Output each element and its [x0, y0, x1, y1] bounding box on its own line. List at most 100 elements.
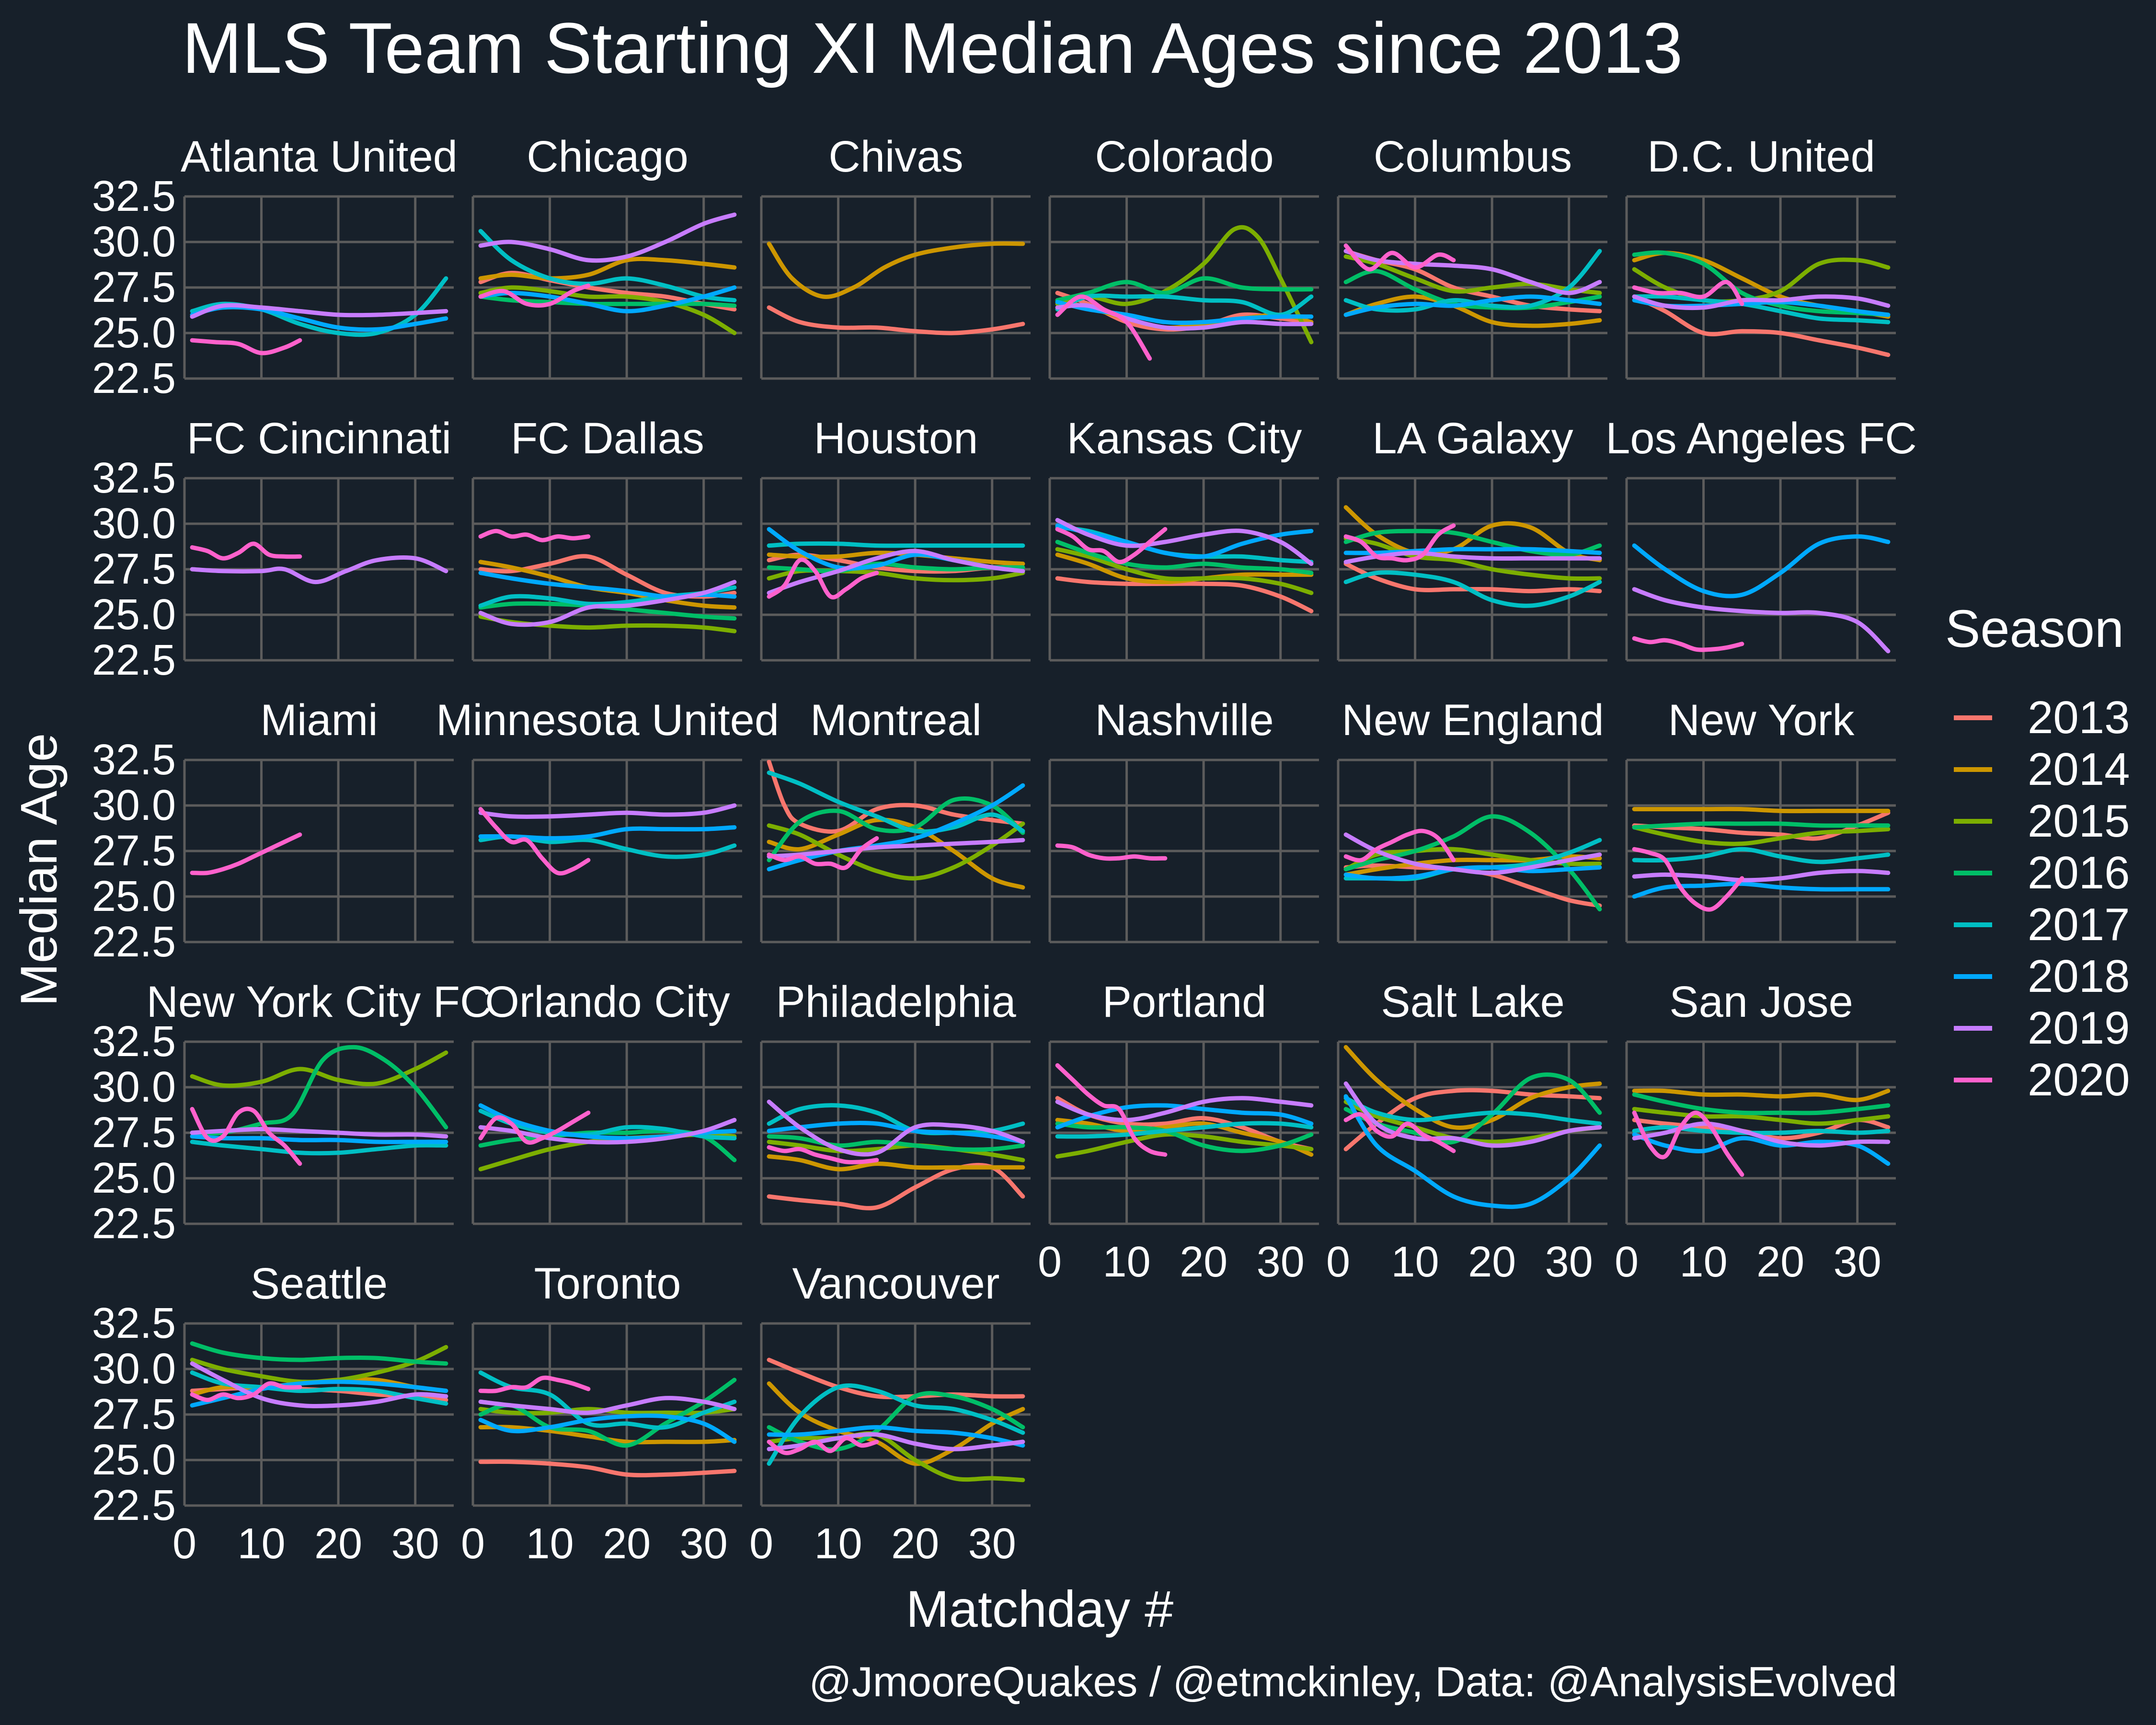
panel-toronto: Toronto 0 10 20 30 [461, 1259, 742, 1568]
series-line-2020 [190, 832, 302, 875]
series-line-2018 [478, 285, 737, 313]
panel-title: Chivas [828, 132, 963, 181]
y-tick-label: 25.0 [92, 591, 176, 639]
series-line-2020 [767, 836, 879, 870]
panel-vancouver: Vancouver 0 10 20 30 [749, 1259, 1031, 1568]
series-group [190, 1341, 448, 1408]
panel-title: Minnesota United [436, 696, 779, 745]
panel-title: Miami [260, 696, 378, 745]
series-line-2018 [767, 1425, 1025, 1448]
series-line-2018 [1343, 547, 1602, 555]
series-line-2019 [1343, 1081, 1602, 1148]
x-tick-label: 10 [238, 1520, 286, 1568]
series-group [1343, 505, 1602, 608]
series-line-2019 [1055, 1096, 1314, 1122]
series-line-2014 [1632, 1088, 1891, 1103]
x-tick-label: 20 [1468, 1238, 1516, 1286]
series-line-2019 [1632, 587, 1891, 654]
series-line-2016 [1632, 821, 1891, 830]
panel-seattle: Seattle 22.525.027.530.032.5 0 10 20 30 [92, 1259, 454, 1568]
series-line-2017 [767, 770, 1025, 834]
chart-title: MLS Team Starting XI Median Ages since 2… [182, 8, 1683, 88]
series-line-2013 [478, 1460, 737, 1478]
x-tick-label: 30 [1834, 1238, 1881, 1286]
y-tick-label: 32.5 [92, 454, 176, 502]
panel-miami: Miami 22.525.027.530.032.5 [92, 696, 454, 966]
series-line-2020 [1343, 523, 1456, 563]
y-tick-label: 27.5 [92, 1391, 176, 1438]
panel-kansas-city: Kansas City [1048, 414, 1319, 662]
series-line-2017 [1632, 1125, 1891, 1135]
series-line-2015 [190, 1050, 448, 1088]
panel-philadelphia: Philadelphia [760, 978, 1031, 1225]
series-line-2014 [1632, 806, 1891, 814]
series-line-2020 [478, 1110, 591, 1145]
y-tick-label: 30.0 [92, 1063, 176, 1111]
panel-colorado: Colorado [1048, 132, 1319, 380]
series-line-2020 [478, 529, 591, 542]
y-tick-label: 32.5 [92, 172, 176, 220]
series-line-2018 [478, 825, 737, 840]
series-line-2014 [767, 241, 1025, 299]
y-tick-label: 25.0 [92, 309, 176, 357]
panel-montreal: Montreal [760, 696, 1031, 943]
series-line-2020 [478, 283, 591, 308]
panel-title: Kansas City [1067, 414, 1302, 463]
panel-title: Montreal [810, 696, 982, 745]
x-tick-label: 10 [526, 1520, 574, 1568]
series-line-2020 [1632, 280, 1744, 306]
y-tick-label: 22.5 [92, 355, 176, 402]
y-tick-label: 27.5 [92, 1109, 176, 1157]
series-line-2019 [767, 1099, 1025, 1157]
series-line-2020 [1632, 636, 1744, 652]
panel-title: D.C. United [1647, 132, 1875, 181]
series-group [190, 1045, 448, 1166]
series-group [767, 760, 1025, 890]
x-tick-label: 30 [1545, 1238, 1593, 1286]
y-tick-label: 22.5 [92, 1482, 176, 1530]
x-tick-label: 30 [968, 1520, 1016, 1568]
panel-title: Philadelphia [776, 978, 1016, 1026]
series-line-2013 [1055, 576, 1314, 613]
series-line-2014 [767, 817, 1025, 890]
series-line-2020 [767, 557, 879, 599]
series-line-2020 [767, 1145, 879, 1165]
y-tick-label: 30.0 [92, 218, 176, 266]
series-line-2017 [1055, 293, 1314, 317]
legend-label-2018: 2018 [2028, 951, 2130, 1002]
panel-fc-cincinnati: FC Cincinnati 22.525.027.530.032.5 [92, 414, 454, 684]
series-group [478, 212, 737, 335]
legend-label-2016: 2016 [2028, 847, 2130, 898]
y-tick-label: 22.5 [92, 918, 176, 966]
series-line-2020 [1343, 1112, 1456, 1153]
series-line-2020 [1055, 294, 1152, 361]
series-line-2018 [1343, 1094, 1602, 1209]
y-tick-label: 25.0 [92, 873, 176, 920]
series-line-2020 [1055, 527, 1168, 564]
panel-title: Portland [1102, 978, 1267, 1026]
series-line-2017 [190, 1139, 448, 1156]
series-line-2017 [1632, 847, 1891, 864]
x-tick-label: 0 [1038, 1238, 1062, 1286]
y-tick-label: 32.5 [92, 736, 176, 784]
panel-title: Columbus [1374, 132, 1572, 181]
series-line-2016 [1343, 269, 1602, 310]
panel-salt-lake: Salt Lake 0 10 20 30 [1326, 978, 1607, 1286]
panel-title: Los Angeles FC [1606, 414, 1916, 463]
panel-new-york-city-fc: New York City FC 22.525.027.530.032.5 [92, 978, 492, 1248]
x-tick-label: 10 [1103, 1238, 1151, 1286]
series-line-2016 [190, 1341, 448, 1366]
series-line-2015 [1632, 825, 1891, 846]
series-line-2019 [1632, 869, 1891, 883]
x-tick-label: 0 [1615, 1238, 1639, 1286]
panel-nashville: Nashville [1048, 696, 1319, 943]
series-line-2014 [767, 1154, 1025, 1172]
series-line-2018 [1632, 881, 1891, 899]
series-line-2019 [478, 212, 737, 263]
series-line-2020 [478, 1375, 591, 1393]
x-tick-label: 20 [603, 1520, 651, 1568]
series-group [190, 276, 448, 356]
series-line-2020 [190, 1381, 302, 1403]
series-line-2016 [1055, 1121, 1314, 1153]
x-tick-label: 30 [680, 1520, 728, 1568]
